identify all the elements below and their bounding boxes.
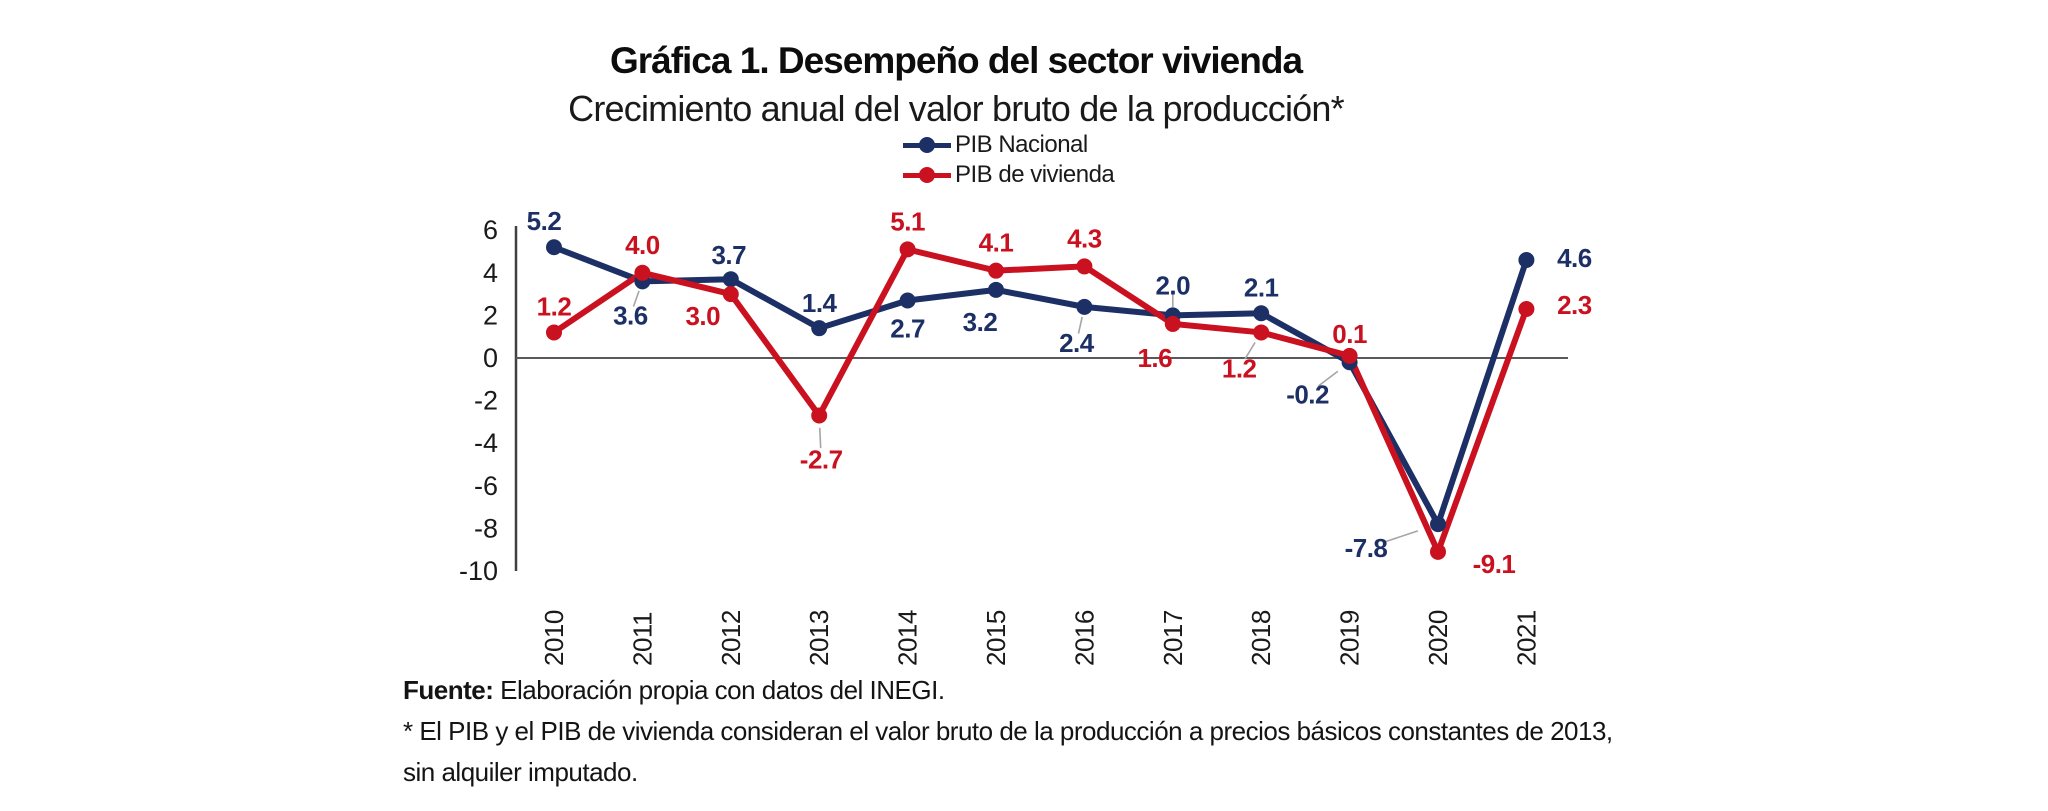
data-point-label: 4.1 bbox=[979, 228, 1014, 258]
data-point-marker bbox=[899, 241, 916, 258]
legend-label-pib-vivienda: PIB de vivienda bbox=[955, 161, 1115, 188]
x-tick-label: 2019 bbox=[1335, 610, 1365, 666]
data-point-label: -7.8 bbox=[1345, 533, 1388, 563]
x-tick-label: 2020 bbox=[1423, 610, 1453, 666]
x-tick-label: 2021 bbox=[1511, 610, 1541, 666]
y-tick-label: 0 bbox=[483, 343, 498, 373]
label-leader-line bbox=[1077, 316, 1083, 334]
source-label: Fuente: bbox=[403, 675, 494, 705]
x-tick-label: 2013 bbox=[804, 610, 834, 666]
source-line: Fuente: Elaboración propia con datos del… bbox=[403, 670, 1613, 711]
series-line bbox=[551, 246, 1530, 555]
x-tick-label: 2015 bbox=[981, 610, 1011, 666]
data-point-label: 1.2 bbox=[537, 291, 572, 321]
data-point-label: 4.0 bbox=[625, 230, 660, 260]
data-point-label: 2.0 bbox=[1155, 270, 1190, 300]
footnote-line-1: * El PIB y el PIB de vivienda consideran… bbox=[403, 716, 1613, 746]
data-point-label: -0.2 bbox=[1286, 379, 1329, 409]
legend-label-pib-nacional: PIB Nacional bbox=[955, 131, 1088, 158]
data-point-marker bbox=[811, 320, 828, 337]
chart-subtitle: Crecimiento anual del valor bruto de la … bbox=[568, 88, 1344, 129]
data-point-label: 2.3 bbox=[1557, 290, 1592, 320]
data-point-label: 5.2 bbox=[527, 206, 562, 236]
legend-item-pib-vivienda: PIB de vivienda bbox=[903, 161, 1115, 188]
data-point-marker bbox=[1518, 252, 1535, 269]
legend-dot-icon bbox=[919, 137, 935, 153]
data-point-marker bbox=[988, 281, 1004, 298]
y-tick-label: -4 bbox=[474, 428, 498, 458]
data-point-marker bbox=[988, 262, 1004, 279]
chart-legend: PIB Nacional PIB de vivienda bbox=[903, 131, 1115, 188]
legend-item-pib-nacional: PIB Nacional bbox=[903, 131, 1114, 158]
y-tick-label: 4 bbox=[483, 258, 498, 288]
y-tick-label: 2 bbox=[483, 300, 498, 330]
data-point-marker bbox=[899, 292, 916, 309]
data-point-marker bbox=[1518, 301, 1535, 318]
data-point-label: 3.7 bbox=[711, 240, 746, 270]
y-tick-label: -10 bbox=[459, 556, 498, 586]
data-point-label: 4.6 bbox=[1557, 243, 1592, 273]
label-leader-line bbox=[1318, 370, 1339, 387]
x-tick-label: 2012 bbox=[716, 610, 746, 666]
data-point-label: 5.1 bbox=[890, 206, 925, 236]
data-point-marker bbox=[546, 239, 562, 256]
x-tick-label: 2014 bbox=[893, 610, 923, 666]
chart-header: Gráfica 1. Desempeño del sector vivienda… bbox=[0, 40, 1912, 130]
data-point-marker bbox=[1076, 298, 1093, 315]
label-leader-line bbox=[818, 427, 822, 449]
data-point-label: 3.2 bbox=[963, 307, 998, 337]
y-tick-label: -6 bbox=[474, 471, 498, 501]
label-leader-line bbox=[1244, 342, 1256, 360]
data-point-marker bbox=[1164, 315, 1181, 332]
data-point-label: 2.1 bbox=[1244, 272, 1279, 302]
x-tick-label: 2011 bbox=[627, 612, 657, 666]
data-point-marker bbox=[546, 324, 562, 341]
data-point-marker bbox=[1341, 347, 1358, 364]
data-point-label: 1.4 bbox=[802, 288, 838, 318]
y-tick-label: -8 bbox=[474, 513, 498, 543]
chart-title: Gráfica 1. Desempeño del sector vivienda bbox=[609, 40, 1303, 81]
data-point-label: 2.7 bbox=[890, 313, 925, 343]
legend-dot-icon bbox=[919, 167, 935, 183]
data-point-label: 3.0 bbox=[685, 301, 720, 331]
data-point-marker bbox=[1253, 305, 1270, 322]
data-point-marker bbox=[1076, 258, 1093, 275]
data-point-marker bbox=[722, 271, 739, 288]
y-tick-label: -2 bbox=[474, 386, 498, 416]
y-tick-label: 6 bbox=[483, 215, 498, 245]
data-point-marker bbox=[1430, 543, 1446, 560]
data-point-label: 2.4 bbox=[1059, 328, 1095, 358]
data-point-label: 4.3 bbox=[1067, 223, 1102, 253]
x-tick-label: 2017 bbox=[1158, 610, 1188, 666]
x-tick-label: 2018 bbox=[1246, 610, 1276, 666]
data-point-label: 1.6 bbox=[1137, 343, 1172, 373]
data-point-label: -2.7 bbox=[800, 445, 843, 475]
data-point-marker bbox=[1430, 516, 1446, 533]
line-marker-swatch-icon bbox=[903, 136, 951, 154]
line-marker-swatch-icon bbox=[903, 166, 951, 184]
footnote-line-2: sin alquiler imputado. bbox=[403, 757, 638, 787]
x-tick-label: 2010 bbox=[539, 610, 569, 666]
chart-footer: Fuente: Elaboración propia con datos del… bbox=[403, 670, 1613, 793]
data-point-label: -9.1 bbox=[1473, 549, 1516, 579]
source-text: Elaboración propia con datos del INEGI. bbox=[493, 675, 945, 705]
label-leader-line bbox=[632, 290, 640, 307]
x-tick-label: 2016 bbox=[1069, 610, 1099, 666]
label-leader-line bbox=[1384, 530, 1419, 543]
data-point-marker bbox=[811, 407, 828, 424]
data-point-marker bbox=[1253, 324, 1270, 341]
data-point-marker bbox=[722, 286, 739, 303]
data-point-label: 1.2 bbox=[1222, 353, 1257, 383]
data-point-label: 3.6 bbox=[613, 300, 648, 330]
data-point-label: 0.1 bbox=[1332, 319, 1367, 349]
data-point-marker bbox=[634, 264, 651, 281]
